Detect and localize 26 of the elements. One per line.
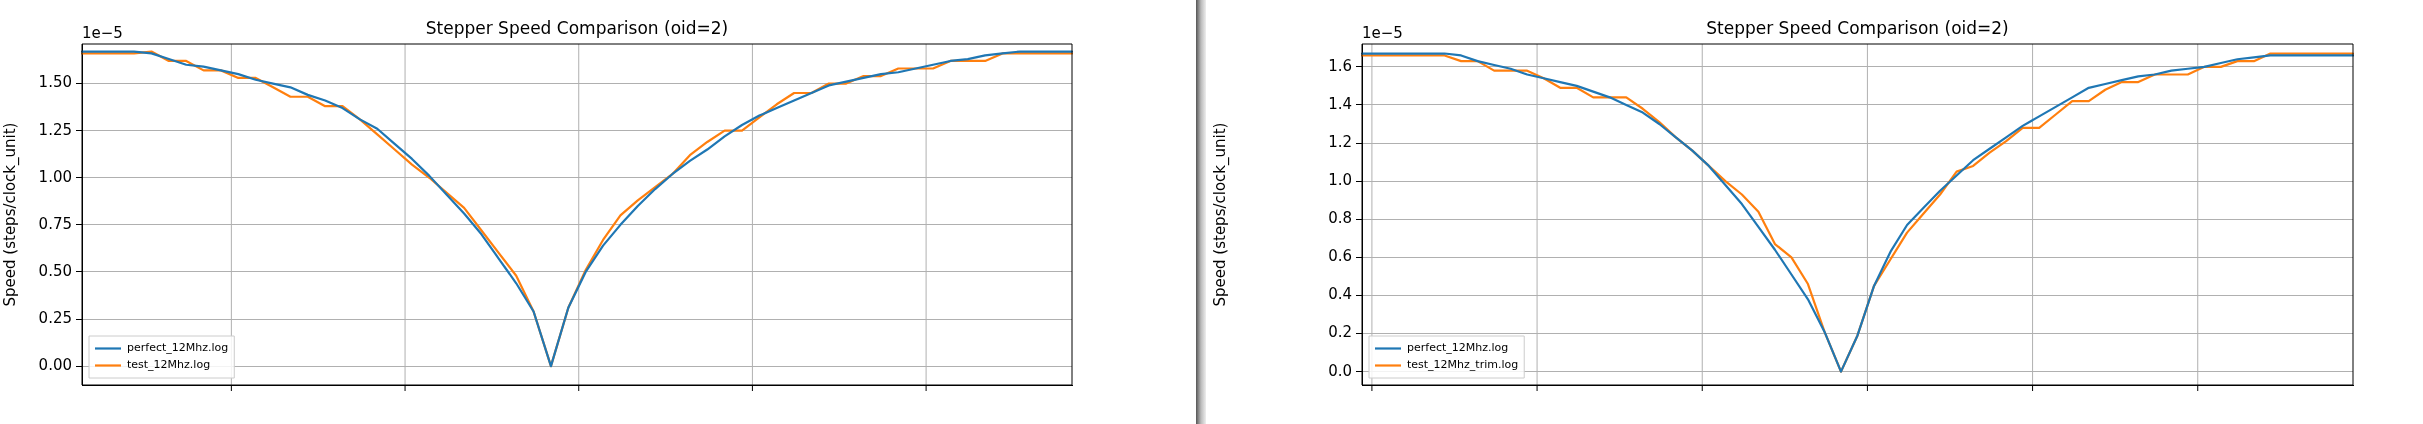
y-tick-label: 1.6 (1328, 56, 1352, 75)
y-tick-label: 1.2 (1328, 132, 1352, 151)
legend-label: test_12Mhz.log (127, 358, 211, 372)
chart-title: Stepper Speed Comparison (oid=2) (425, 18, 729, 38)
chart-title: Stepper Speed Comparison (oid=2) (1706, 18, 2009, 38)
y-tick-label: 1.00 (38, 167, 72, 186)
y-tick-label: 0.8 (1328, 209, 1352, 228)
y-axis-title: Speed (steps/clock_unit) (0, 122, 20, 307)
y-axis-title: Speed (steps/clock_unit) (1210, 122, 1230, 307)
y-tick-label: 0.50 (38, 261, 72, 280)
text: 1e−5 (1362, 24, 1403, 42)
y-tick-label: 0.0 (1328, 361, 1352, 380)
y-tick-label: 1.50 (38, 73, 72, 92)
legend-label: perfect_12Mhz.log (127, 341, 229, 355)
y-tick-label: 0.75 (38, 214, 72, 233)
legend-label: test_12Mhz_trim.log (1407, 358, 1519, 372)
y-tick-label: 0.25 (38, 308, 72, 327)
y-tick-label: 0.6 (1328, 247, 1352, 266)
y-tick-label: 1.4 (1328, 94, 1352, 113)
y-tick-label: 0.4 (1328, 285, 1352, 304)
y-tick-label: 1.25 (38, 120, 72, 139)
y-tick-label: 1.0 (1328, 171, 1352, 190)
y-tick-label: 0.2 (1328, 323, 1352, 342)
y-tick-label: 0.00 (38, 356, 72, 375)
text: 1e−5 (82, 24, 123, 42)
legend-label: perfect_12Mhz.log (1407, 341, 1509, 355)
